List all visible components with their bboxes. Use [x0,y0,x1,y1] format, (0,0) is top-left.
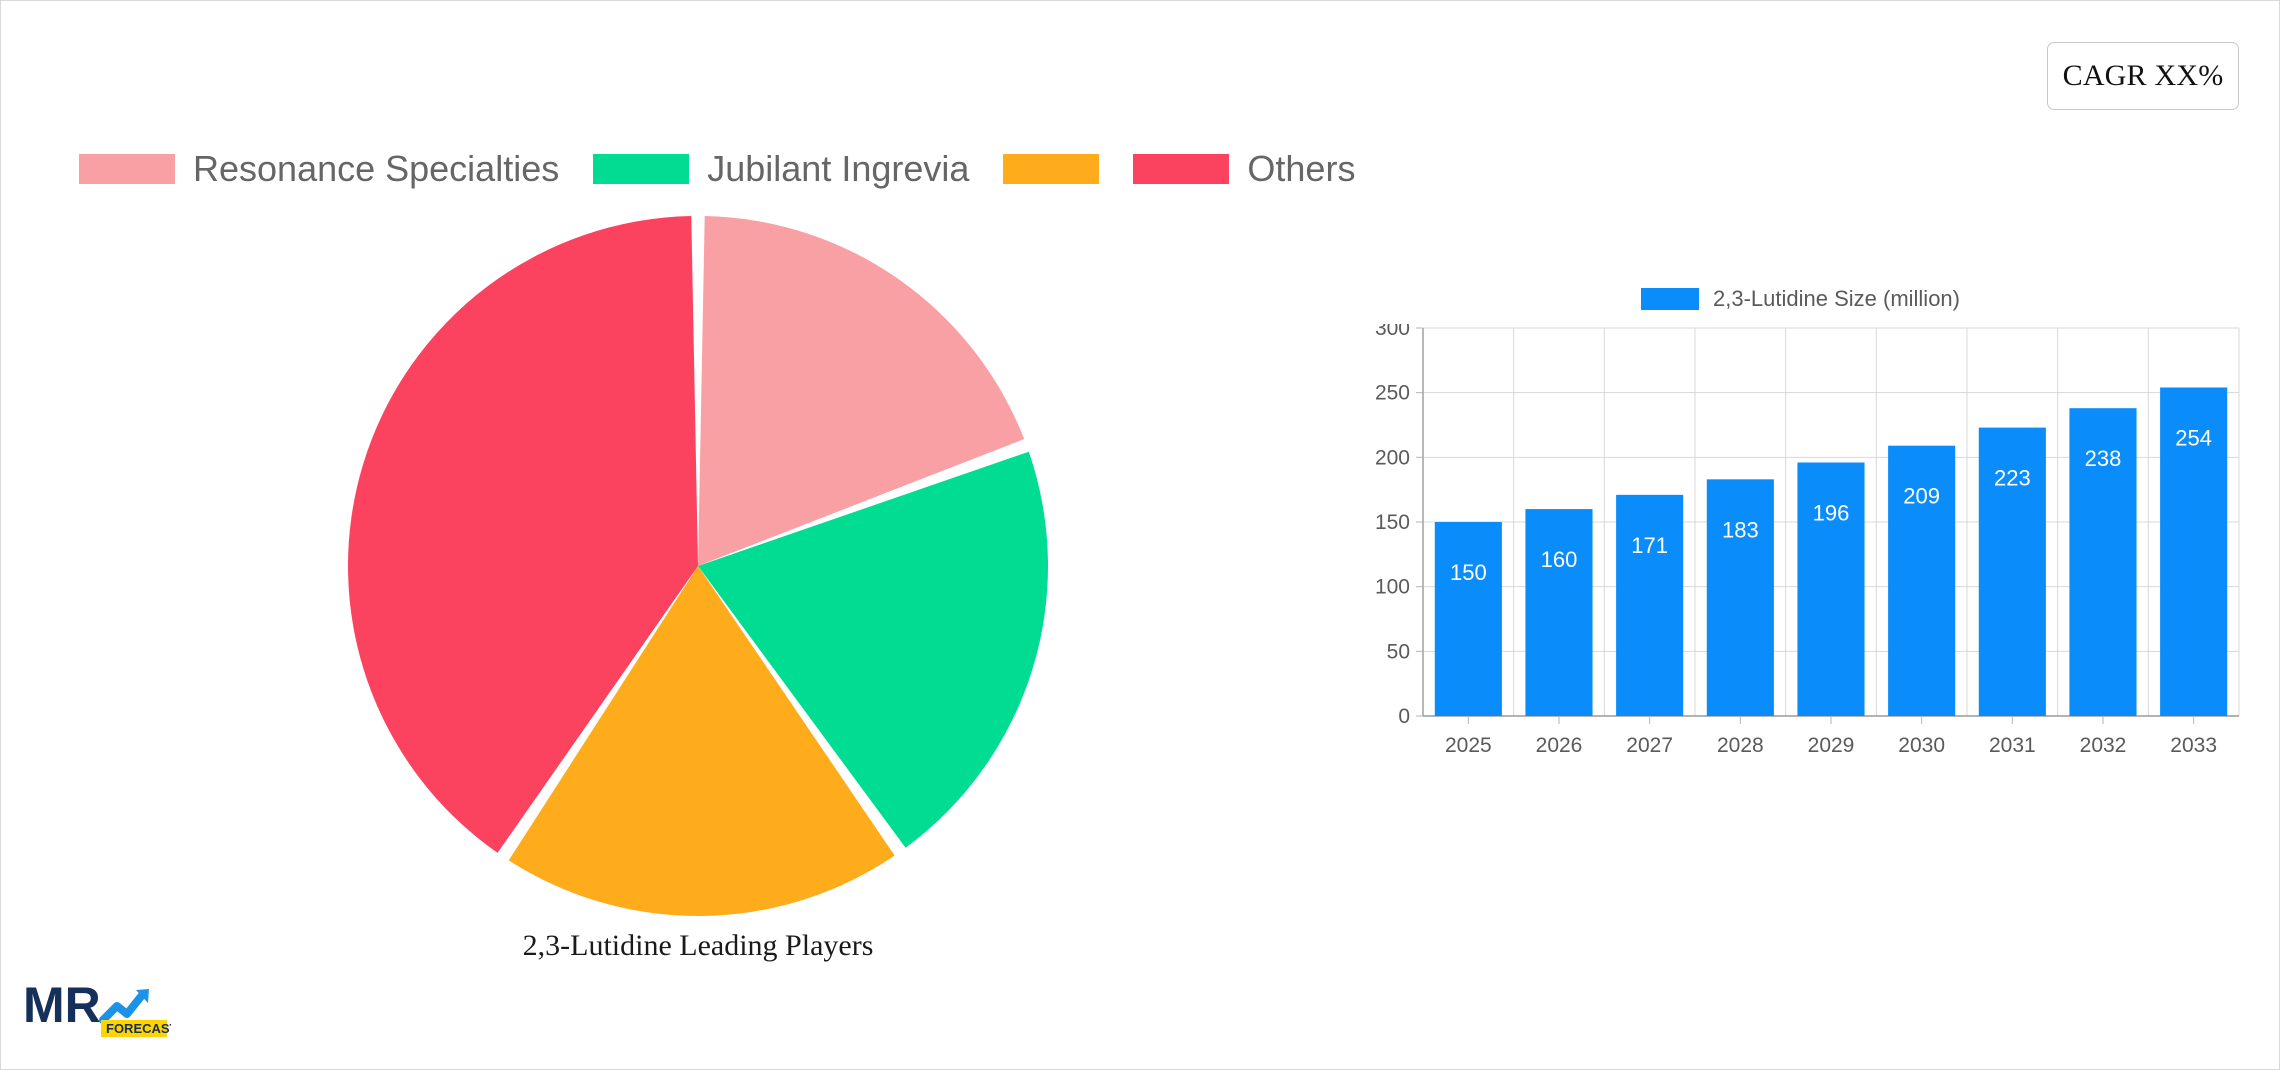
pie-legend: Resonance Specialties Jubilant Ingrevia … [79,151,1389,187]
x-axis-label: 2025 [1445,734,1492,757]
x-axis-label: 2028 [1717,734,1764,757]
trend-arrow-icon [99,990,147,1024]
y-axis-label: 300 [1375,324,1410,340]
bar-legend-label: 2,3-Lutidine Size (million) [1713,286,1960,311]
bar-chart-svg: 0 50 100 150 200 250 300 150 160 171 183 196 209 223… [1375,324,2240,757]
bar-value-label: 183 [1722,517,1759,542]
bar[interactable] [1525,509,1593,716]
bar[interactable] [1434,522,1502,716]
pie-slice-group [347,216,1049,917]
logo-tag-text: FORECAST [106,1021,171,1036]
pie-slice[interactable] [508,566,895,917]
bar-chart-x-axis: 2025 2026 2027 2028 2029 2030 2031 2032 2033 [1445,716,2217,757]
pie-legend-label: Jubilant Ingrevia [707,148,970,189]
bar[interactable] [1797,462,1865,716]
pie-legend-item-jubilant-ingrevia[interactable]: Jubilant Ingrevia [593,151,1003,187]
bar-value-label: 223 [1994,466,2031,491]
pie-chart [346,214,1050,918]
bar[interactable] [1616,494,1684,716]
legend-swatch-icon [1133,154,1230,184]
pie-legend-label: Others [1247,148,1356,189]
x-axis-label: 2030 [1898,734,1945,757]
cagr-badge-label: CAGR XX% [2062,59,2224,92]
x-axis-label: 2027 [1626,734,1673,757]
mr-forecast-logo: MR FORECAST [23,976,178,1038]
pie-slice[interactable] [698,451,1049,848]
legend-swatch-icon [1003,154,1100,184]
bar-chart-bars: 150 160 171 183 196 209 223 238 254 [1434,387,2228,716]
bar[interactable] [1706,479,1774,716]
pie-slice[interactable] [347,216,698,853]
y-axis-label: 250 [1375,382,1410,405]
bar-value-label: 160 [1541,547,1578,572]
y-axis-label: 0 [1398,705,1410,728]
pie-legend-item-resonance-specialties[interactable]: Resonance Specialties [79,151,593,187]
bar[interactable] [1888,445,1956,716]
pie-slice[interactable] [698,216,1025,566]
bar-value-label: 238 [2085,446,2122,471]
pie-legend-label: Resonance Specialties [193,148,560,189]
y-axis-label: 150 [1375,511,1410,534]
pie-chart-svg [347,216,1049,917]
bar[interactable] [1978,427,2046,716]
legend-swatch-icon [1641,288,1699,310]
x-axis-label: 2029 [1808,734,1855,757]
x-axis-label: 2031 [1989,734,2036,757]
bar-value-label: 254 [2175,425,2212,450]
bar[interactable] [2069,408,2137,716]
bar-value-label: 196 [1813,501,1850,526]
y-axis-label: 50 [1387,640,1410,663]
bar-chart-panel: 2,3-Lutidine Size (million) 0 50 100 150 200… [1361,286,2241,806]
x-axis-label: 2026 [1536,734,1583,757]
y-axis-label: 200 [1375,446,1410,469]
bar[interactable] [2160,387,2228,716]
bar-value-label: 209 [1903,484,1940,509]
y-axis-label: 100 [1375,576,1410,599]
pie-legend-item-others[interactable]: Others [1133,151,1389,187]
x-axis-label: 2032 [2080,734,2127,757]
x-axis-label: 2033 [2170,734,2217,757]
bar-value-label: 171 [1631,533,1668,558]
pie-legend-item-unlabeled[interactable] [1003,154,1133,184]
logo-svg: MR FORECAST [23,977,178,1037]
bar-value-label: 150 [1450,560,1487,585]
pie-chart-title: 2,3-Lutidine Leading Players [522,929,874,962]
trend-arrow-head-icon [136,989,149,1003]
bar-chart-legend[interactable]: 2,3-Lutidine Size (million) [1641,286,1960,312]
cagr-badge: CAGR XX% [2047,42,2239,110]
logo-mark-text: MR [23,977,101,1033]
bar-chart-y-axis: 0 50 100 150 200 250 300 [1375,324,1423,728]
legend-swatch-icon [79,154,175,184]
logo-tag-bg [101,1020,167,1037]
legend-swatch-icon [593,154,690,184]
